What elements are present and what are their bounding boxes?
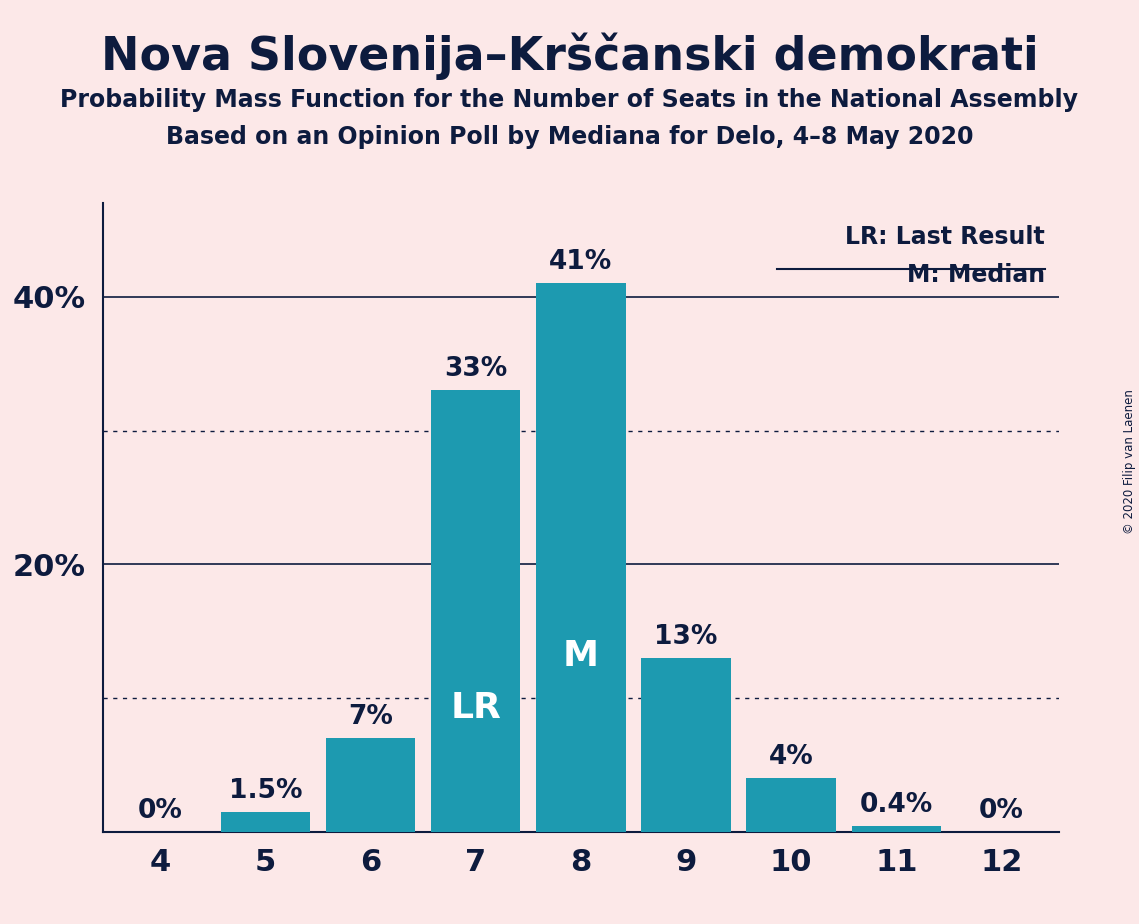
Text: 41%: 41% [549, 249, 613, 275]
Text: Nova Slovenija–Krščanski demokrati: Nova Slovenija–Krščanski demokrati [100, 32, 1039, 79]
Text: LR: LR [450, 691, 501, 725]
Text: © 2020 Filip van Laenen: © 2020 Filip van Laenen [1123, 390, 1137, 534]
Bar [852, 826, 941, 832]
Bar [326, 738, 416, 832]
Bar [746, 778, 836, 832]
Text: 4%: 4% [769, 744, 813, 770]
Text: Based on an Opinion Poll by Mediana for Delo, 4–8 May 2020: Based on an Opinion Poll by Mediana for … [166, 125, 973, 149]
Text: M: M [563, 639, 599, 674]
Bar [221, 811, 310, 832]
Bar [641, 658, 731, 832]
Text: 13%: 13% [654, 624, 718, 650]
Text: 1.5%: 1.5% [229, 777, 302, 804]
Text: 33%: 33% [444, 357, 507, 383]
Text: 0%: 0% [980, 797, 1024, 823]
Text: Probability Mass Function for the Number of Seats in the National Assembly: Probability Mass Function for the Number… [60, 88, 1079, 112]
Text: 0%: 0% [138, 797, 182, 823]
Text: LR: Last Result: LR: Last Result [845, 225, 1044, 249]
Text: 7%: 7% [349, 704, 393, 730]
Bar [431, 391, 521, 832]
Text: M: Median: M: Median [907, 263, 1044, 287]
Text: 0.4%: 0.4% [860, 792, 933, 819]
Bar [536, 284, 625, 832]
